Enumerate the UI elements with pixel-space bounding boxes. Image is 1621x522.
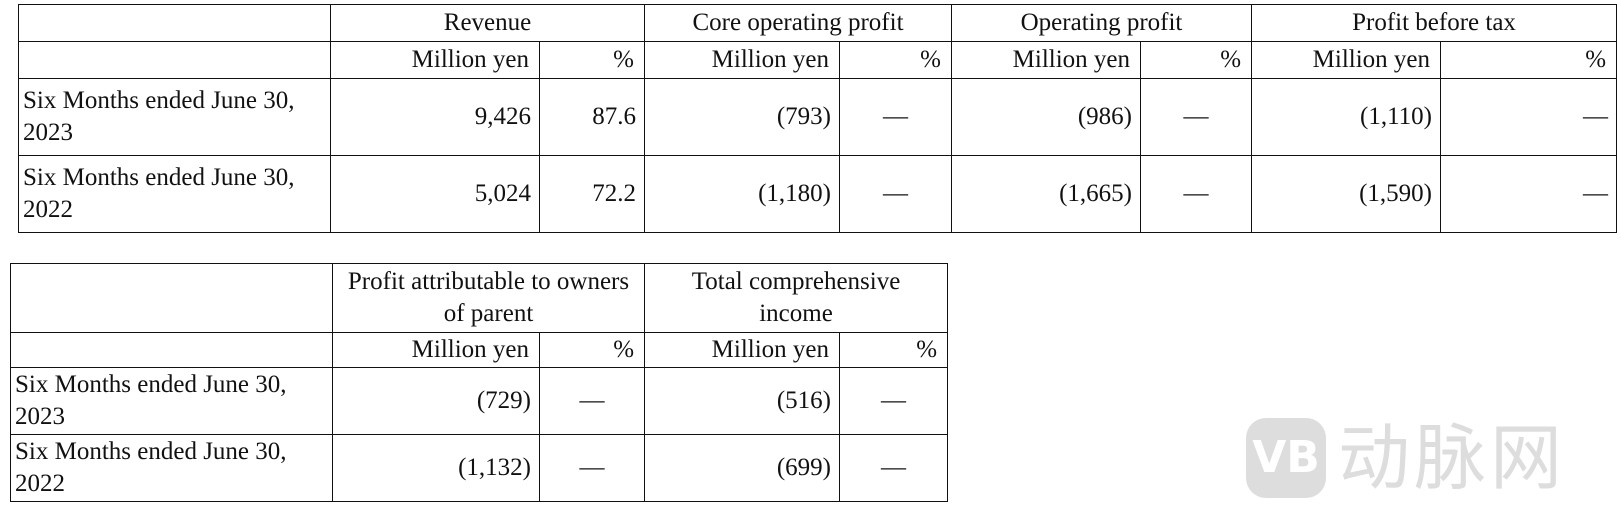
unit-million-yen: Million yen (644, 41, 840, 79)
value-cell: (729) (332, 367, 540, 435)
value-cell: — (839, 155, 952, 233)
row-label: Six Months ended June 30, 2023 (18, 78, 331, 156)
unit-percent: % (839, 332, 949, 368)
value-cell: — (1139, 78, 1253, 156)
value-cell: — (839, 434, 949, 502)
header-profit-attributable: Profit attributable to owners of parent (331, 263, 646, 333)
unit-million-yen: Million yen (951, 41, 1141, 79)
value-cell: — (1440, 155, 1618, 233)
table-header-row: Profit attributable to owners of parent … (10, 263, 949, 333)
table-units-row: Million yen % Million yen % Million yen … (18, 41, 1618, 79)
value-cell: (1,590) (1251, 155, 1442, 233)
value-cell: 87.6 (539, 78, 645, 156)
header-core-operating-profit: Core operating profit (644, 4, 952, 42)
value-cell: — (538, 367, 646, 435)
table-row: Six Months ended June 30, 2022 (1,132) —… (10, 434, 949, 502)
profit-income-table: Profit attributable to owners of parent … (10, 263, 949, 502)
value-cell: 5,024 (330, 155, 540, 233)
header-revenue: Revenue (330, 4, 645, 42)
row-label: Six Months ended June 30, 2022 (10, 434, 333, 502)
units-blank-cell (10, 332, 333, 368)
table-header-row: Revenue Core operating profit Operating … (18, 4, 1618, 42)
header-blank-cell (18, 4, 331, 42)
unit-percent: % (1440, 41, 1618, 79)
unit-million-yen: Million yen (330, 41, 540, 79)
row-label: Six Months ended June 30, 2022 (18, 155, 331, 233)
value-cell: 9,426 (330, 78, 540, 156)
unit-percent: % (1139, 41, 1253, 79)
watermark-logo: VB 动脉网 (1246, 418, 1606, 500)
vb-badge-icon (1246, 418, 1326, 498)
unit-percent: % (839, 41, 952, 79)
units-blank-cell (18, 41, 331, 79)
unit-million-yen: Million yen (644, 332, 841, 368)
unit-million-yen: Million yen (332, 332, 540, 368)
value-cell: — (1139, 155, 1253, 233)
value-cell: (1,180) (644, 155, 840, 233)
unit-percent: % (538, 332, 646, 368)
unit-percent: % (539, 41, 645, 79)
watermark-badge-text: VB (1252, 432, 1320, 483)
table-row: Six Months ended June 30, 2023 9,426 87.… (18, 78, 1618, 156)
value-cell: (793) (644, 78, 840, 156)
value-cell: — (839, 367, 949, 435)
header-blank-cell (10, 263, 333, 333)
table-units-row: Million yen % Million yen % (10, 332, 949, 368)
row-label: Six Months ended June 30, 2023 (10, 367, 333, 435)
value-cell: (516) (644, 367, 841, 435)
value-cell: (1,132) (332, 434, 540, 502)
value-cell: (699) (644, 434, 841, 502)
watermark-text: 动脉网 (1338, 416, 1567, 500)
table-row: Six Months ended June 30, 2022 5,024 72.… (18, 155, 1618, 233)
value-cell: (1,665) (951, 155, 1141, 233)
header-profit-before-tax: Profit before tax (1251, 4, 1618, 42)
financial-results-table: Revenue Core operating profit Operating … (18, 4, 1618, 233)
header-operating-profit: Operating profit (950, 4, 1253, 42)
value-cell: — (1440, 78, 1618, 156)
value-cell: (1,110) (1251, 78, 1442, 156)
value-cell: 72.2 (539, 155, 645, 233)
value-cell: (986) (951, 78, 1141, 156)
table-row: Six Months ended June 30, 2023 (729) — (… (10, 367, 949, 435)
header-total-comprehensive-income: Total comprehensive income (644, 263, 949, 333)
unit-million-yen: Million yen (1251, 41, 1442, 79)
value-cell: — (538, 434, 646, 502)
value-cell: — (839, 78, 952, 156)
